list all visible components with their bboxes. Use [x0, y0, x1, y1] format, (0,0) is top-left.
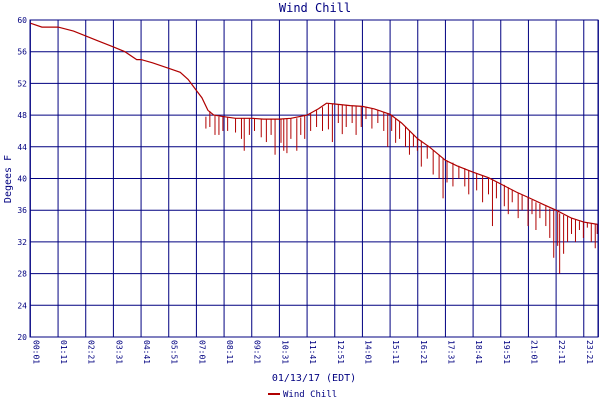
y-tick-label: 52: [17, 79, 27, 88]
x-tick-label: 09:21: [253, 340, 262, 364]
y-tick-label: 44: [17, 143, 27, 152]
y-tick-label: 32: [17, 238, 27, 247]
x-axis-label: 01/13/17 (EDT): [272, 373, 356, 384]
x-tick-label: 14:01: [363, 340, 372, 364]
plot-border: [29, 19, 599, 338]
x-tick-label: 19:51: [502, 340, 511, 364]
series-wind-chill: [30, 22, 599, 274]
legend: Wind Chill: [268, 390, 337, 400]
x-tick-label: 21:01: [529, 340, 538, 364]
x-tick-label: 00:01: [31, 340, 40, 364]
x-tick-label: 15:11: [391, 340, 400, 364]
x-tick-label: 11:41: [308, 340, 317, 364]
y-tick-labels: 20 24 28 32 36 40 44 48 52 56 60: [17, 16, 27, 342]
y-tick-label: 20: [17, 333, 27, 342]
x-tick-label: 22:11: [557, 340, 566, 364]
y-tick-label: 60: [17, 16, 27, 25]
x-tick-label: 18:41: [474, 340, 483, 364]
x-tick-label: 04:41: [142, 340, 151, 364]
x-tick-label: 07:01: [197, 340, 206, 364]
x-tick-label: 10:31: [280, 340, 289, 364]
x-tick-labels: 00:01 01:11 02:21 03:31 04:41 05:51 07:01 08:11…: [31, 340, 600, 364]
x-tick-label: 12:51: [336, 340, 345, 364]
y-tick-label: 36: [17, 206, 27, 215]
x-tick-label: 02:21: [87, 340, 96, 364]
x-tick-label: 08:11: [225, 340, 234, 364]
x-tick-label: 03:31: [114, 340, 123, 364]
grid: [29, 19, 599, 338]
chart-title: Wind Chill: [279, 1, 351, 15]
x-tick-label: 23:21: [585, 340, 594, 364]
legend-label: Wind Chill: [283, 390, 337, 400]
y-tick-label: 40: [17, 175, 27, 184]
y-tick-label: 28: [17, 270, 27, 279]
y-tick-label: 48: [17, 111, 27, 120]
y-tick-label: 24: [17, 301, 27, 310]
series-line-wind-chill: [30, 22, 599, 226]
plot-frame: [29, 19, 599, 338]
y-axis-label: Degees F: [3, 155, 14, 203]
y-tick-label: 56: [17, 48, 27, 57]
x-tick-label: 01:11: [59, 340, 68, 364]
x-tick-label: 17:31: [446, 340, 455, 364]
x-tick-label: 05:51: [170, 340, 179, 364]
x-tick-label: 16:21: [419, 340, 428, 364]
